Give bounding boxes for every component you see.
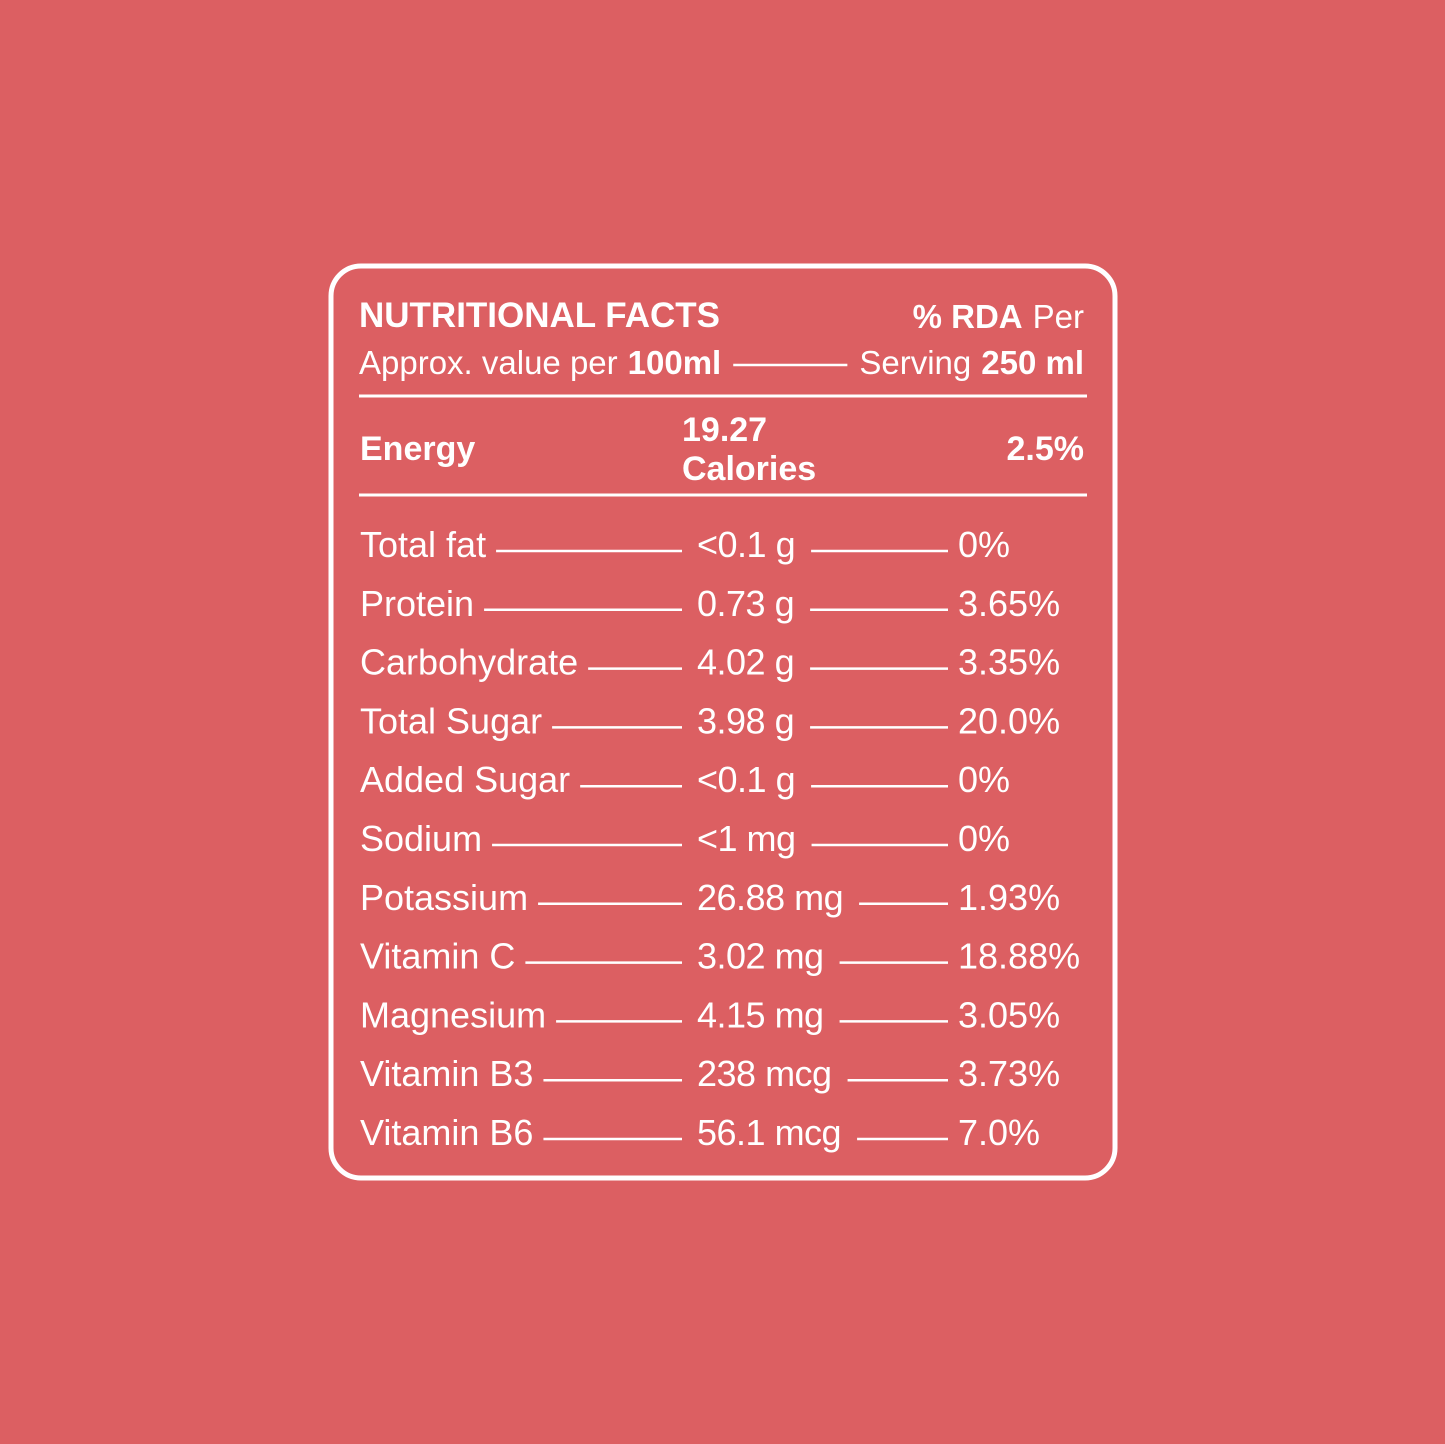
nutrient-name: Potassium: [360, 877, 528, 918]
nutrient-rda: 3.73%: [958, 1053, 1060, 1094]
nutrient-value: <1 mg: [697, 818, 796, 859]
nutrient-value: 3.02 mg: [697, 936, 824, 977]
energy-unit: Calories: [682, 450, 816, 488]
nutrient-rda: 18.88%: [958, 936, 1080, 977]
nutrient-rda: 3.65%: [958, 583, 1060, 624]
nutrient-value: 56.1 mcg: [697, 1112, 841, 1153]
serving-amount: 250 ml: [981, 344, 1084, 381]
nutrient-name: Added Sugar: [360, 759, 570, 800]
nutrient-rda: 0%: [958, 759, 1010, 800]
nutrient-name: Protein: [360, 583, 474, 624]
per-amount: 100ml: [628, 344, 722, 381]
nutrient-rda: 0%: [958, 524, 1010, 565]
nutrient-rda: 3.05%: [958, 994, 1060, 1035]
nutrient-name: Sodium: [360, 818, 482, 859]
nutrient-value: <0.1 g: [697, 759, 795, 800]
nutrient-value: 238 mcg: [697, 1053, 832, 1094]
nutrient-rda: 20.0%: [958, 700, 1060, 741]
nutrient-value: 4.02 g: [697, 642, 794, 683]
nutrient-rda: 1.93%: [958, 877, 1060, 918]
title: NUTRITIONAL FACTS: [359, 296, 720, 335]
serving-text: Serving: [859, 344, 971, 381]
nutrient-value: 3.98 g: [697, 700, 794, 741]
nutrient-name: Vitamin B6: [360, 1112, 533, 1153]
label-border: [328, 263, 1118, 1181]
energy-name: Energy: [360, 430, 475, 468]
nutrient-name: Total fat: [360, 524, 486, 565]
energy-amount: 19.27: [682, 411, 767, 449]
nutrient-name: Vitamin C: [360, 936, 515, 977]
nutrient-value: 26.88 mg: [697, 877, 843, 918]
nutrient-value: 0.73 g: [697, 583, 794, 624]
rda-rest: Per: [1033, 298, 1084, 335]
energy-rda: 2.5%: [1007, 430, 1085, 468]
nutrient-rda: 7.0%: [958, 1112, 1040, 1153]
approx-text: Approx. value per: [359, 344, 618, 381]
approx: Approx. value per 100ml: [359, 344, 721, 381]
nutrient-rda: 0%: [958, 818, 1010, 859]
rda-bold: % RDA: [913, 298, 1023, 335]
rda-heading: % RDA Per: [913, 298, 1084, 335]
nutrient-value: <0.1 g: [697, 524, 795, 565]
nutrient-name: Vitamin B3: [360, 1053, 533, 1094]
nutrient-name: Magnesium: [360, 994, 546, 1035]
serving: Serving 250 ml: [859, 344, 1084, 381]
nutrient-rda: 3.35%: [958, 642, 1060, 683]
nutrient-name: Carbohydrate: [360, 642, 578, 683]
nutrient-value: 4.15 mg: [697, 994, 824, 1035]
nutrient-name: Total Sugar: [360, 700, 542, 741]
